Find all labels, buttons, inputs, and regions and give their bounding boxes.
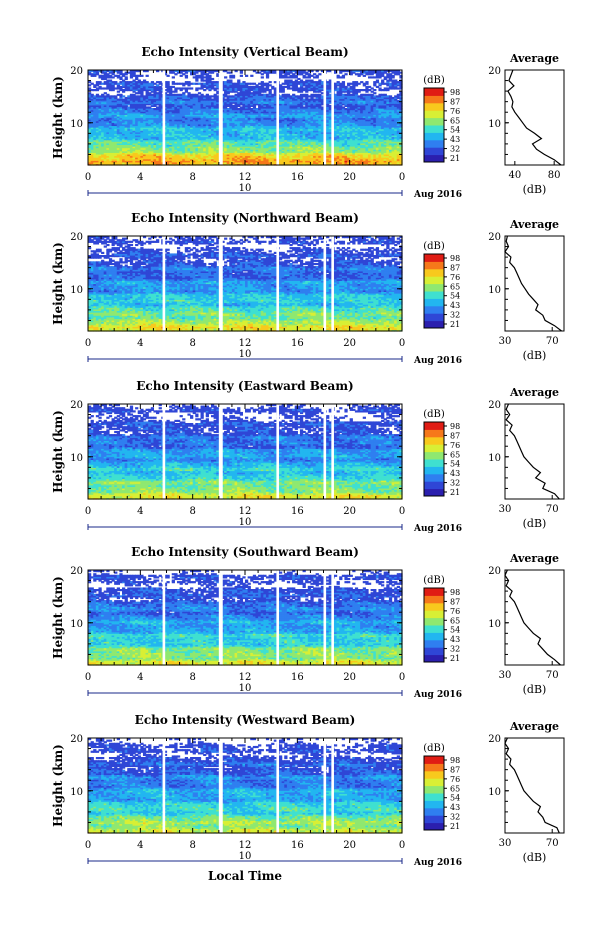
panel-title: Echo Intensity (Vertical Beam)	[141, 45, 348, 59]
heatmap-field	[88, 70, 403, 166]
beam-panel: Echo Intensity (Vertical Beam)2010Height…	[51, 45, 564, 200]
